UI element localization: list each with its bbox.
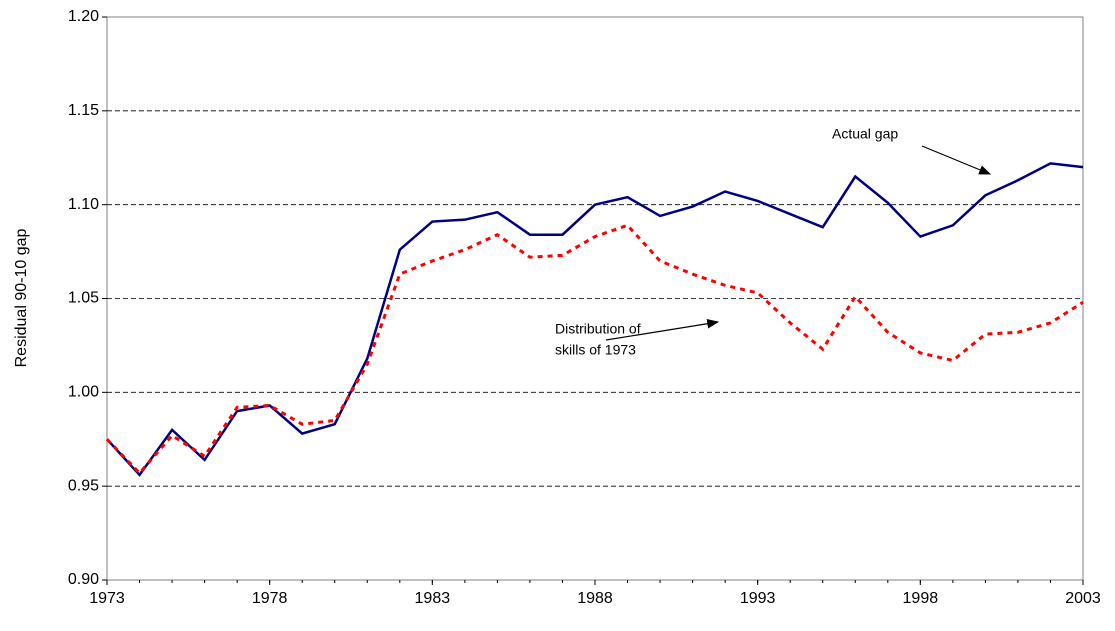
x-tick-label: 1988	[577, 590, 613, 607]
x-tick-label: 1993	[740, 590, 776, 607]
y-tick-label: 1.20	[68, 8, 99, 25]
y-tick-label: 1.10	[68, 196, 99, 213]
y-axis-title: Residual 90-10 gap	[13, 229, 30, 368]
series-line	[105, 223, 1084, 476]
annotation: skills of 1973	[555, 342, 636, 358]
annotation: Actual gap	[832, 126, 898, 142]
x-tick-label: 1983	[415, 590, 451, 607]
y-tick-label: 1.00	[68, 384, 99, 401]
series-line	[106, 162, 1084, 477]
x-tick-label: 1973	[89, 590, 125, 607]
y-tick-label: 0.90	[68, 571, 99, 588]
annotation: Distribution of	[555, 321, 641, 337]
annotation-arrow	[605, 318, 720, 341]
x-tick-label: 2003	[1065, 590, 1101, 607]
x-tick-label: 1978	[252, 590, 288, 607]
y-tick-label: 1.05	[68, 290, 99, 307]
x-tick-label: 1998	[903, 590, 939, 607]
y-tick-label: 1.15	[68, 102, 99, 119]
annotation-arrow	[921, 145, 992, 175]
y-tick-label: 0.95	[68, 477, 99, 494]
